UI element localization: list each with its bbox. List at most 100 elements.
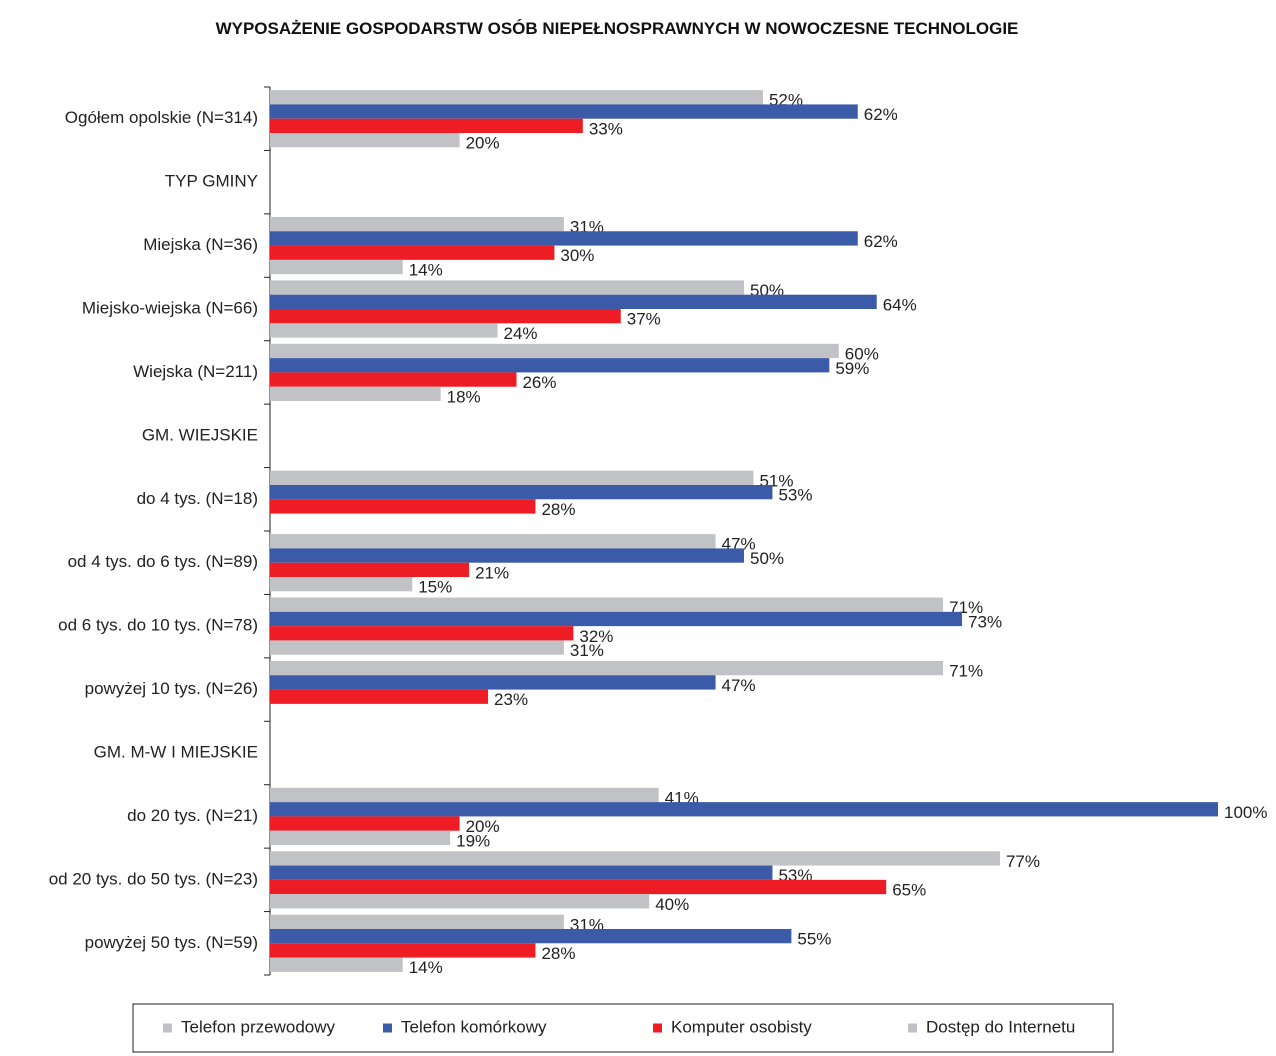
legend-label: Telefon komórkowy xyxy=(401,1017,547,1036)
legend-marker xyxy=(383,1023,392,1033)
category-label: od 20 tys. do 50 tys. (N=23) xyxy=(49,869,258,888)
bar xyxy=(270,675,716,690)
bar xyxy=(270,294,877,309)
bar xyxy=(270,280,744,295)
bar xyxy=(270,562,470,578)
value-label: 73% xyxy=(968,612,1002,631)
legend-label: Komputer osobisty xyxy=(671,1017,812,1036)
bar xyxy=(270,957,403,972)
bar xyxy=(270,689,489,704)
bar xyxy=(270,640,564,655)
value-label: 26% xyxy=(522,373,556,392)
bar xyxy=(270,914,564,929)
bar xyxy=(270,879,887,895)
bar xyxy=(270,611,963,627)
category-label: do 20 tys. (N=21) xyxy=(127,806,258,825)
bar xyxy=(270,928,792,944)
bar xyxy=(270,851,1000,866)
bar xyxy=(270,470,754,485)
bar xyxy=(270,499,536,514)
bar xyxy=(270,597,944,612)
bar xyxy=(270,231,858,246)
bar xyxy=(270,802,1218,817)
value-label: 23% xyxy=(494,690,528,709)
value-label: 59% xyxy=(835,359,869,378)
value-label: 60% xyxy=(845,344,879,363)
bar xyxy=(270,104,858,119)
legend-box xyxy=(132,1003,1114,1053)
category-label: GM. WIEJSKIE xyxy=(142,425,258,444)
legend-marker xyxy=(908,1023,917,1033)
bar xyxy=(270,118,583,134)
value-label: 30% xyxy=(560,246,594,265)
category-label: powyżej 50 tys. (N=59) xyxy=(85,933,258,952)
bar xyxy=(270,816,460,831)
bar xyxy=(270,343,839,359)
value-label: 32% xyxy=(579,627,613,646)
legend-label: Telefon przewodowy xyxy=(181,1017,336,1036)
bar xyxy=(270,323,498,338)
category-label: GM. M-W I MIEJSKIE xyxy=(94,742,258,761)
category-label: od 4 tys. do 6 tys. (N=89) xyxy=(68,552,258,571)
legend-label: Dostęp do Internetu xyxy=(926,1017,1075,1036)
category-label: Miejsko-wiejska (N=66) xyxy=(82,298,258,317)
value-label: 62% xyxy=(864,105,898,124)
bar xyxy=(270,133,460,148)
value-label: 47% xyxy=(722,676,756,695)
value-label: 21% xyxy=(475,563,509,582)
bar xyxy=(270,894,650,909)
legend-marker xyxy=(653,1023,662,1033)
bar xyxy=(270,309,621,324)
value-label: 62% xyxy=(864,232,898,251)
bar xyxy=(270,259,403,275)
chart-title: WYPOSAŻENIE GOSPODARSTW OSÓB NIEPEŁNOSPR… xyxy=(215,19,1019,38)
legend-marker xyxy=(163,1023,172,1033)
value-label: 53% xyxy=(778,486,812,505)
value-label: 100% xyxy=(1224,803,1267,822)
bar xyxy=(270,830,451,846)
category-label: do 4 tys. (N=18) xyxy=(137,489,258,508)
category-label: Wiejska (N=211) xyxy=(133,362,258,381)
category-label: Ogółem opolskie (N=314) xyxy=(65,108,258,127)
bar xyxy=(270,787,659,803)
value-label: 14% xyxy=(409,261,443,280)
value-label: 77% xyxy=(1006,852,1040,871)
bar xyxy=(270,548,744,563)
value-label: 33% xyxy=(589,119,623,138)
value-label: 15% xyxy=(418,578,452,597)
category-label: powyżej 10 tys. (N=26) xyxy=(85,679,258,698)
bar xyxy=(270,626,574,641)
category-label: TYP GMINY xyxy=(165,172,258,191)
value-label: 19% xyxy=(456,831,490,850)
value-label: 24% xyxy=(504,324,538,343)
bar xyxy=(270,216,564,232)
value-label: 55% xyxy=(797,930,831,949)
value-label: 50% xyxy=(750,549,784,568)
value-label: 20% xyxy=(466,134,500,153)
value-label: 31% xyxy=(570,641,604,660)
bar xyxy=(270,358,830,373)
value-label: 14% xyxy=(409,958,443,977)
value-label: 40% xyxy=(655,895,689,914)
bar xyxy=(270,245,555,260)
bar xyxy=(270,484,773,500)
bar xyxy=(270,943,536,958)
bar xyxy=(270,534,716,549)
value-label: 18% xyxy=(447,387,481,406)
bar xyxy=(270,577,413,592)
bar xyxy=(270,372,517,387)
value-label: 65% xyxy=(892,880,926,899)
value-label: 37% xyxy=(627,310,661,329)
bar xyxy=(270,660,944,676)
bar xyxy=(270,386,441,402)
value-label: 64% xyxy=(883,295,917,314)
category-label: Miejska (N=36) xyxy=(143,235,258,254)
value-label: 20% xyxy=(466,817,500,836)
value-label: 28% xyxy=(541,500,575,519)
value-label: 71% xyxy=(949,662,983,681)
category-label: od 6 tys. do 10 tys. (N=78) xyxy=(58,616,258,635)
bar xyxy=(270,90,763,105)
value-label: 28% xyxy=(541,944,575,963)
